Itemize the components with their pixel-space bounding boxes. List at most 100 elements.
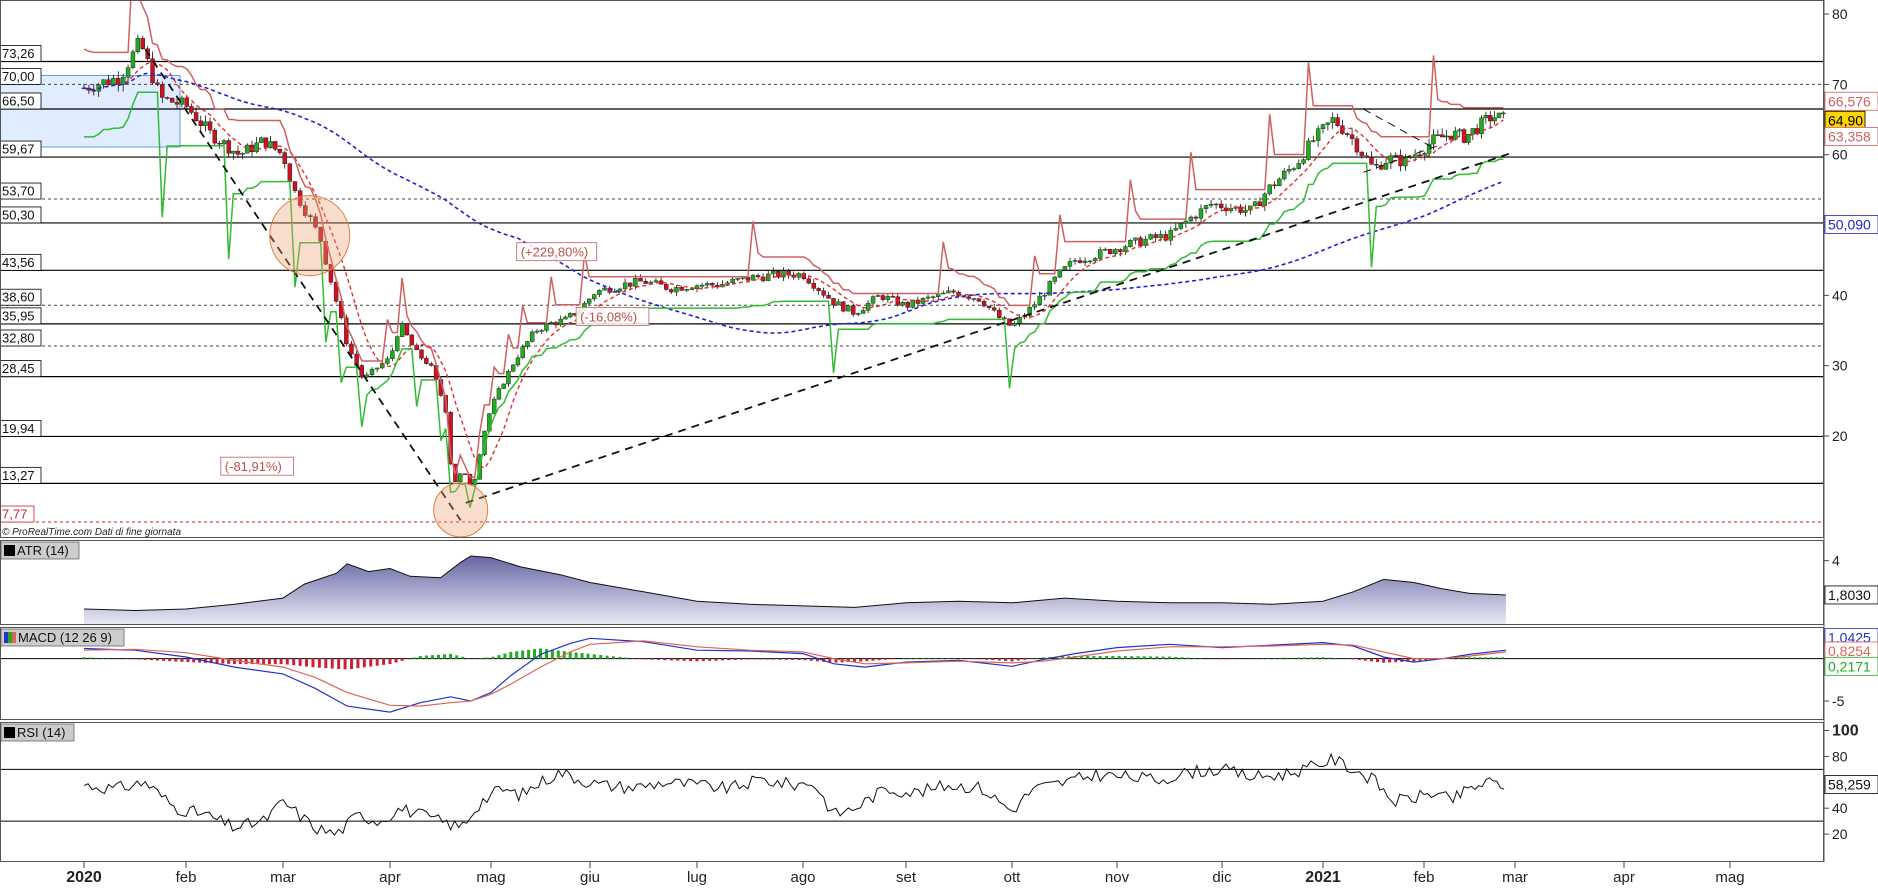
- candle: [1072, 260, 1078, 262]
- level-label-box: [0, 45, 42, 62]
- macd-histogram-bar: [1457, 657, 1461, 659]
- candle: [106, 79, 111, 85]
- macd-histogram-bar: [1130, 656, 1134, 659]
- macd-histogram-bar: [877, 658, 881, 661]
- macd-histogram-bar: [1155, 656, 1159, 659]
- annotation-text: (-16,08%): [580, 309, 637, 324]
- macd-histogram-bar: [682, 658, 686, 661]
- annotation-box: [575, 306, 650, 326]
- macd-histogram-bar: [599, 655, 603, 659]
- candle: [429, 363, 434, 366]
- y-tick-label: 80: [1832, 6, 1848, 22]
- candle: [602, 287, 607, 291]
- macd-histogram-bar: [752, 658, 756, 660]
- macd-histogram-bar: [317, 658, 321, 668]
- candle: [1128, 240, 1133, 247]
- candle: [297, 190, 303, 206]
- candle: [1257, 201, 1263, 206]
- macd-histogram-bar: [853, 658, 856, 662]
- value-tag-box: [1824, 215, 1878, 234]
- macd-histogram-bar: [349, 658, 353, 669]
- macd-histogram-bar: [908, 657, 912, 659]
- macd-histogram-bar: [388, 658, 392, 665]
- macd-histogram-bar: [708, 658, 712, 661]
- candle: [506, 370, 511, 385]
- rsi-value-box: [1824, 775, 1878, 794]
- candle: [1203, 205, 1209, 209]
- macd-histogram-bar: [215, 658, 219, 664]
- candle: [811, 282, 816, 289]
- candle: [1374, 164, 1379, 166]
- candle: [1193, 216, 1199, 219]
- macd-histogram-bar: [803, 658, 807, 661]
- candle: [991, 307, 997, 311]
- macd-histogram-bar: [1291, 657, 1295, 659]
- x-tick-label: set: [896, 869, 917, 886]
- candle: [653, 280, 659, 283]
- candle: [515, 357, 521, 366]
- level-label-box: [0, 360, 42, 378]
- candle: [1158, 234, 1163, 239]
- x-tick-label: lug: [687, 869, 707, 886]
- candle: [235, 150, 241, 155]
- macd-histogram-bar: [624, 657, 628, 659]
- candle: [1439, 134, 1445, 138]
- level-label-box: [0, 466, 42, 484]
- atr-value-box: [1824, 585, 1878, 605]
- candle: [704, 283, 710, 286]
- candle: [1178, 223, 1184, 229]
- candle: [328, 263, 334, 283]
- level-label-box: [0, 307, 42, 325]
- macd-histogram-bar: [436, 654, 440, 659]
- macd-histogram-bar: [162, 658, 166, 661]
- candle: [971, 298, 977, 300]
- candle: [831, 298, 836, 306]
- macd-histogram-bar: [650, 658, 654, 660]
- candle: [1188, 216, 1194, 222]
- macd-histogram-bar: [1285, 657, 1289, 659]
- macd-histogram-bar: [1351, 658, 1355, 660]
- candle: [101, 79, 106, 86]
- candle: [1364, 155, 1369, 158]
- candle: [1007, 318, 1012, 326]
- candle: [1163, 234, 1168, 241]
- candle: [1335, 117, 1340, 126]
- x-tick-label: ago: [790, 869, 815, 886]
- macd-histogram-bar: [256, 658, 260, 665]
- macd-histogram-bar: [1105, 655, 1108, 659]
- candle: [544, 323, 549, 331]
- atr-swatch: [4, 545, 15, 556]
- candle: [1426, 143, 1432, 154]
- macd-histogram-bar: [1098, 655, 1102, 659]
- macd-histogram-bar: [1279, 657, 1283, 659]
- candle: [710, 283, 715, 286]
- candle: [755, 275, 761, 278]
- level-label-box: [0, 420, 42, 437]
- macd-histogram-bar: [1224, 658, 1228, 660]
- candle: [259, 137, 264, 143]
- macd-histogram-bar: [497, 655, 501, 659]
- candle: [292, 181, 298, 191]
- macd-histogram-bar: [1186, 657, 1190, 659]
- candle: [1223, 207, 1229, 212]
- candle: [189, 106, 194, 113]
- macd-histogram-bar: [592, 654, 596, 659]
- macd-histogram-bar: [927, 657, 931, 659]
- candle: [359, 365, 364, 378]
- level-label: 35,95: [2, 308, 35, 323]
- candle: [1133, 237, 1138, 241]
- candle: [1243, 209, 1248, 213]
- macd-histogram-bar: [1174, 656, 1178, 659]
- candle: [851, 305, 856, 315]
- rsi-y-tick-label: 80: [1832, 748, 1848, 764]
- candle: [1444, 135, 1449, 138]
- candle: [694, 285, 700, 290]
- rsi-line: [83, 752, 1505, 836]
- candle: [349, 343, 354, 355]
- macd-histogram-bar: [324, 658, 328, 669]
- candle: [1417, 154, 1423, 157]
- macd-histogram-bar: [382, 658, 386, 665]
- macd-histogram-bar: [449, 653, 453, 659]
- candle: [786, 270, 791, 276]
- macd-histogram-bar: [612, 656, 616, 659]
